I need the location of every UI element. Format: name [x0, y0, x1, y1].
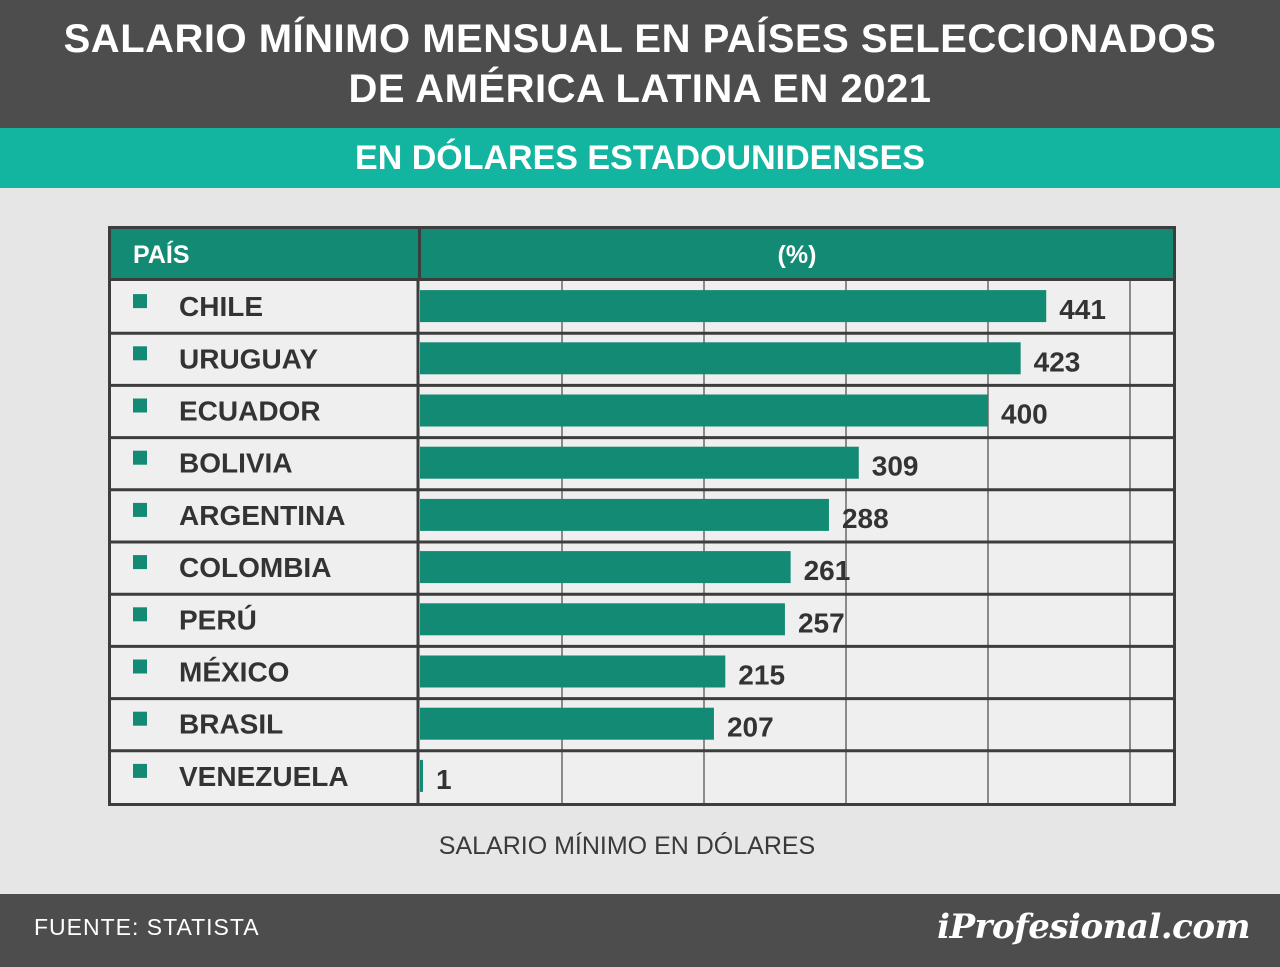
legend-square-5 [133, 555, 147, 570]
value-label: 309 [872, 451, 919, 482]
country-label: ARGENTINA [179, 500, 345, 531]
footer: FUENTE: STATISTA iProfesional.com [0, 894, 1280, 967]
country-label: VENEZUELA [179, 761, 349, 792]
value-label: 257 [798, 607, 845, 638]
country-label: BRASIL [179, 709, 283, 740]
bar-6 [420, 603, 785, 636]
legend-square-7 [133, 659, 147, 674]
header-value: (%) [418, 229, 1173, 281]
value-label: 207 [727, 712, 774, 743]
country-label: CHILE [179, 291, 263, 322]
chart-table: CHILE 441 URUGUAY 423 ECUADOR 400 BOLIVIA 309 AR… [108, 226, 1176, 806]
source-text: FUENTE: STATISTA [34, 914, 260, 940]
bar-9 [420, 759, 423, 792]
country-label: URUGUAY [179, 343, 318, 374]
chart-subtitle: EN DÓLARES ESTADOUNIDENSES [0, 128, 1280, 188]
legend-square-4 [133, 502, 147, 517]
legend-square-2 [133, 398, 147, 413]
chart-title-line-1: SALARIO MÍNIMO MENSUAL EN PAÍSES SELECCI… [63, 17, 1217, 61]
bar-4 [420, 498, 829, 531]
legend-square-6 [133, 607, 147, 622]
country-label: BOLIVIA [179, 448, 293, 479]
country-label: PERÚ [179, 604, 257, 635]
bar-5 [420, 551, 791, 584]
country-label: ECUADOR [179, 396, 321, 427]
value-label: 1 [436, 764, 452, 795]
table-header: PAÍS (%) [111, 229, 1173, 281]
header-country: PAÍS [133, 241, 190, 269]
x-axis-label: SALARIO MÍNIMO EN DÓLARES [438, 832, 816, 860]
value-label: 423 [1034, 346, 1081, 377]
legend-square-0 [133, 294, 147, 309]
bar-0 [420, 290, 1047, 323]
country-label: COLOMBIA [179, 552, 331, 583]
bar-7 [420, 655, 726, 688]
bar-8 [420, 707, 714, 740]
legend-square-1 [133, 346, 147, 361]
bar-2 [420, 394, 988, 427]
chart-title-line-2: DE AMÉRICA LATINA EN 2021 [348, 67, 932, 111]
chart-header: SALARIO MÍNIMO MENSUAL EN PAÍSES SELECCI… [0, 0, 1280, 128]
brand-logo: iProfesional.com [937, 907, 1250, 947]
bar-chart: CHILE 441 URUGUAY 423 ECUADOR 400 BOLIVIA 309 AR… [111, 229, 1173, 803]
legend-square-8 [133, 711, 147, 726]
legend-square-9 [133, 763, 147, 778]
legend-square-3 [133, 450, 147, 465]
bar-3 [420, 446, 859, 479]
value-label: 288 [842, 503, 889, 534]
country-label: MÉXICO [179, 657, 289, 688]
value-label: 261 [804, 555, 851, 586]
value-label: 441 [1059, 294, 1106, 325]
value-label: 215 [738, 660, 785, 691]
bar-1 [420, 342, 1021, 375]
value-label: 400 [1001, 399, 1048, 430]
